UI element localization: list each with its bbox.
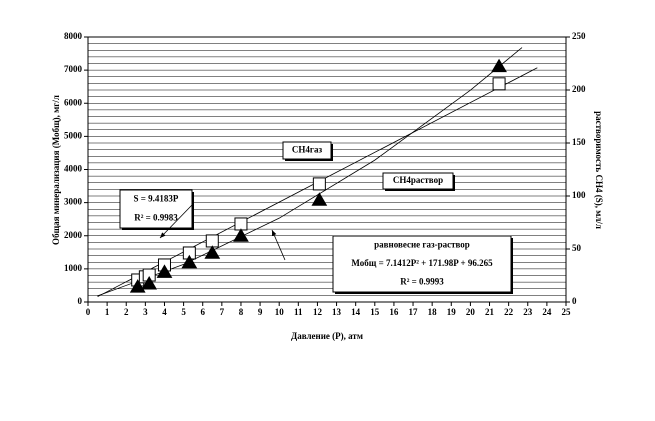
triangle-marker — [204, 245, 221, 259]
x-tick-label: 14 — [351, 307, 361, 317]
y-tick-label: 7000 — [64, 64, 83, 74]
y-tick-label: 1000 — [64, 263, 83, 273]
y-tick-label: 0 — [78, 296, 83, 306]
y-tick-label: 2000 — [64, 230, 83, 240]
triangle-marker — [181, 254, 198, 269]
x-tick-label: 19 — [447, 307, 457, 317]
annotation-text: равновесие газ-раствор — [374, 239, 470, 249]
x-tick-label: 2 — [124, 307, 129, 317]
x-tick-label: 24 — [542, 307, 552, 317]
y-axis-title: Общая минерализация (Мобщ), мг/л — [51, 95, 61, 245]
arrow-head — [160, 232, 166, 238]
x-tick-label: 3 — [143, 307, 148, 317]
x-tick-label: 4 — [162, 307, 167, 317]
annotation-text: R² = 0.9983 — [134, 213, 178, 223]
triangle-marker — [141, 275, 158, 290]
y2-tick-label: 100 — [572, 190, 586, 200]
y2-tick-label: 250 — [572, 31, 586, 41]
annotation-box — [119, 189, 193, 229]
y2-tick-label: 0 — [572, 296, 577, 306]
square-marker — [205, 234, 219, 248]
x-tick-label: 17 — [409, 307, 419, 317]
x-tick-label: 1 — [105, 307, 110, 317]
annotation-text: Мобщ = 7.1412P² + 171.98P + 96.265 — [351, 258, 493, 268]
x-tick-label: 15 — [370, 307, 380, 317]
x-tick-label: 11 — [294, 307, 303, 317]
annotation-text: R² = 0.9993 — [400, 277, 444, 287]
annotation-box — [382, 172, 454, 190]
y-tick-label: 8000 — [64, 31, 83, 41]
y2-tick-label: 200 — [572, 84, 586, 94]
y2-tick-label: 50 — [572, 243, 582, 253]
x-tick-label: 0 — [86, 307, 91, 317]
annotation-arrow — [159, 204, 193, 239]
y-tick-label: 3000 — [64, 197, 83, 207]
x-tick-label: 18 — [428, 307, 438, 317]
x-tick-label: 9 — [258, 307, 263, 317]
triangle-marker — [491, 58, 507, 73]
x-tick-label: 16 — [389, 307, 399, 317]
x-tick-label: 10 — [275, 307, 285, 317]
y-tick-label: 6000 — [64, 97, 83, 107]
triangle-marker — [233, 228, 249, 242]
y2-axis-title: растворимость CH4 (S), мл/л — [594, 111, 604, 229]
x-tick-label: 13 — [332, 307, 342, 317]
annotation-text: CH4раствор — [393, 175, 443, 185]
x-axis-title: Давление (P), атм — [291, 331, 363, 341]
x-tick-label: 7 — [220, 307, 225, 317]
triangle-marker — [311, 192, 328, 206]
x-tick-label: 5 — [181, 307, 186, 317]
square-marker — [234, 217, 248, 231]
x-tick-label: 6 — [200, 307, 205, 317]
annotation-text: CH4газ — [292, 145, 323, 155]
annotation-box — [332, 235, 512, 293]
annotation-text: S = 9.4183P — [134, 194, 179, 204]
x-tick-label: 23 — [523, 307, 533, 317]
x-tick-label: 20 — [466, 307, 476, 317]
triangle-marker — [156, 264, 173, 278]
y-tick-label: 4000 — [64, 164, 83, 174]
x-tick-label: 12 — [313, 307, 323, 317]
plot-frame — [87, 36, 567, 303]
square-marker — [492, 77, 506, 91]
y-tick-label: 5000 — [64, 130, 83, 140]
x-tick-label: 21 — [485, 307, 495, 317]
triangle-marker — [129, 279, 146, 293]
annotation-box — [282, 141, 332, 160]
arrow-head — [272, 230, 277, 236]
x-tick-label: 22 — [504, 307, 514, 317]
y2-tick-label: 150 — [572, 137, 586, 147]
x-tick-label: 8 — [239, 307, 244, 317]
square-marker — [312, 177, 326, 191]
x-tick-label: 25 — [562, 307, 572, 317]
